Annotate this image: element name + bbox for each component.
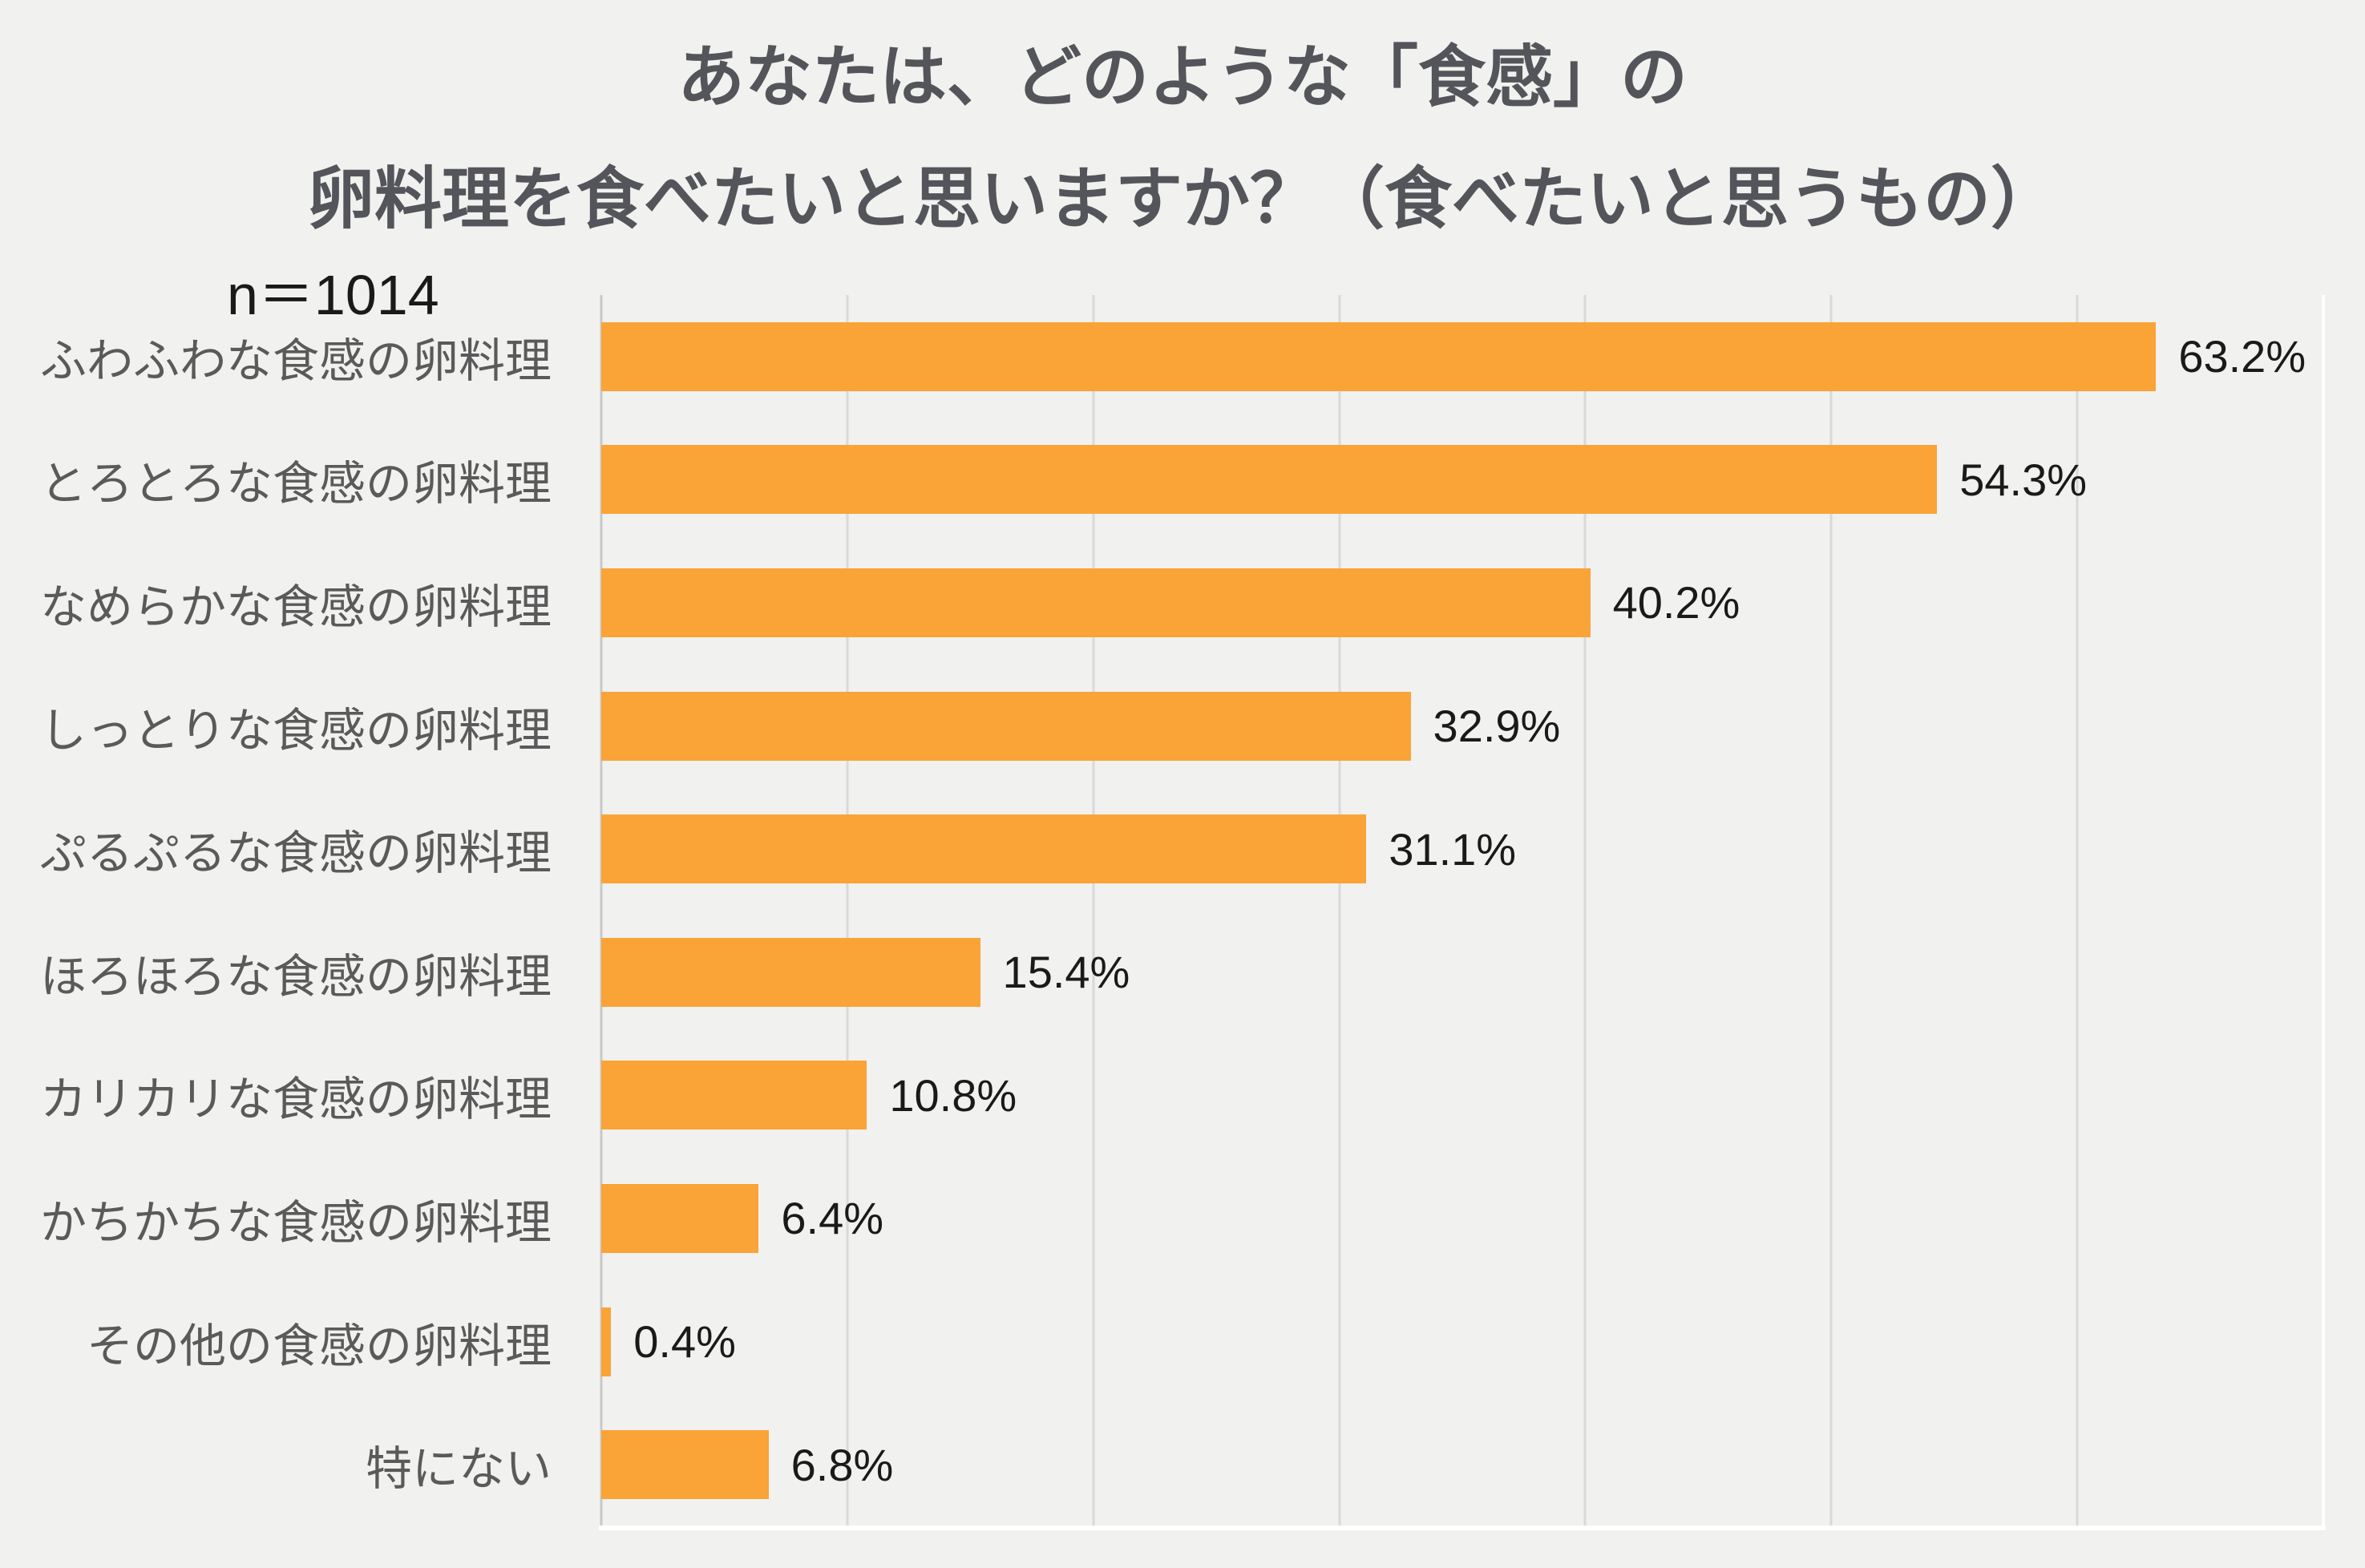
plot-area: 63.2% 54.3% 40.2% 32.9% 31.1% 15.4% 10.8% 6.4% 0… [599,295,2326,1530]
gridline-0 [600,295,603,1526]
category-label-4: ぷるぷるな食感の卵料理 [39,827,552,880]
value-label-5: 15.4% [1002,947,1130,998]
bar-row-9: 6.8% [601,1403,2323,1526]
value-label-2: 40.2% [1612,577,1740,628]
value-label-8: 0.4% [633,1316,736,1368]
category-label-8: その他の食感の卵料理 [86,1319,552,1372]
gridline-10 [846,295,849,1526]
bar-9 [601,1430,769,1500]
gridline-20 [1092,295,1095,1526]
bar-row-3: 32.9% [601,665,2323,788]
gridline-30 [1338,295,1341,1526]
bar-5 [601,937,980,1007]
category-label-0: ふわふわな食感の卵料理 [39,334,552,387]
bar-7 [601,1183,759,1253]
bar-6 [601,1061,867,1130]
bar-row-1: 54.3% [601,418,2323,542]
gridline-50 [1829,295,1833,1526]
value-label-9: 6.8% [790,1439,894,1490]
gridline-70 [2322,295,2325,1526]
bar-2 [601,568,1591,637]
bar-8 [601,1307,612,1376]
value-label-0: 63.2% [2178,331,2306,382]
value-label-1: 54.3% [1959,454,2088,505]
category-label-1: とろとろな食感の卵料理 [39,458,552,511]
category-label-9: 特にない [365,1443,552,1496]
category-label-2: なめらかな食感の卵料理 [39,580,552,633]
bar-3 [601,691,1411,761]
chart-title: あなたは、どのような「食感」の 卵料理を食べたいと思いますか？（食べたいと思うも… [0,16,2365,260]
category-label-3: しっとりな食感の卵料理 [39,704,552,757]
value-label-6: 10.8% [889,1069,1017,1121]
sample-size-label: n＝1014 [227,264,439,326]
chart-title-line2: 卵料理を食べたいと思いますか？（食べたいと思うもの） [306,161,2058,236]
category-label-5: ほろほろな食感の卵料理 [39,950,552,1003]
bar-row-8: 0.4% [601,1280,2323,1404]
value-label-3: 32.9% [1433,701,1561,752]
category-axis: ふわふわな食感の卵料理 とろとろな食感の卵料理 なめらかな食感の卵料理 しっとりな食感… [0,295,552,1526]
gridline-40 [1583,295,1587,1526]
bar-row-2: 40.2% [601,541,2323,665]
bar-row-6: 10.8% [601,1034,2323,1158]
category-label-7: かちかちな食感の卵料理 [39,1196,552,1249]
bar-row-5: 15.4% [601,911,2323,1034]
bar-1 [601,445,1938,515]
chart-title-line1: あなたは、どのような「食感」の [677,39,1688,115]
value-label-7: 6.4% [781,1193,884,1244]
bar-row-4: 31.1% [601,787,2323,911]
bar-row-0: 63.2% [601,295,2323,418]
gridline-60 [2076,295,2079,1526]
bar-4 [601,814,1367,884]
value-label-4: 31.1% [1389,823,1517,875]
bar-0 [601,321,2157,391]
bar-row-7: 6.4% [601,1157,2323,1280]
x-axis-line [599,1526,2326,1530]
category-label-6: カリカリな食感の卵料理 [39,1073,552,1126]
